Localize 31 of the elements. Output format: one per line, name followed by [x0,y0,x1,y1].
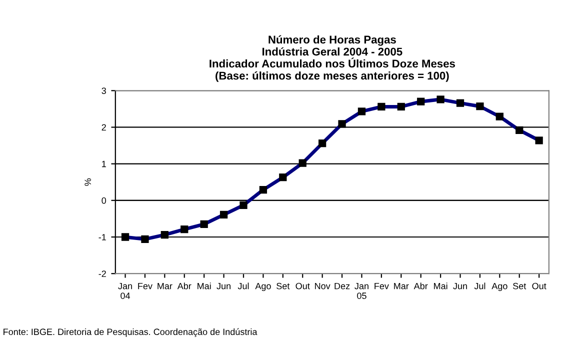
x-tick-label: Jul [238,282,249,290]
y-tick-label: 3 [102,88,106,94]
x-tick-label: Fev [138,282,152,290]
x-tick-label: Out [296,282,310,290]
x-tick-label: Dez [334,282,350,290]
x-tick-label: Fev [374,282,389,290]
y-tick-label: -2 [98,270,106,277]
x-tick-label: Abr [414,282,428,290]
chart-title: Número de Horas Pagas Indústria Geral 2004 - 2005 Indicador Acumulado nos Últimos Doze Meses (Base: últimos doze meses anteriores = 100) [210,35,455,82]
x-tick-label: Ago [255,282,271,292]
x-tick-label: Out [532,282,546,290]
x-tick-label: Mar [394,282,409,290]
x-tick-label: Jun [216,282,230,290]
x-tick-label: Nov [315,282,330,290]
x-tick-label: Jul [474,282,486,290]
x-tick-label: Ago [492,282,508,292]
y-tick-label: -1 [98,234,106,240]
y-tick-label: 1 [102,160,106,168]
x-tick-label: Set [276,282,290,290]
x-tick-label: Mar [158,282,172,290]
x-tick-label: Jan 05 [354,282,368,299]
y-tick-label: 2 [102,124,106,130]
x-tick-label: Mai [434,282,448,290]
y-axis-title: % [84,178,91,186]
x-tick-label: Set [513,282,526,290]
x-tick-label: Abr [177,282,192,290]
y-tick-label: 0 [102,197,106,204]
x-tick-label: Jan 04 [118,282,132,299]
x-tick-label: Mai [198,282,211,290]
x-tick-label: Jun [453,282,467,290]
source-note: Fonte: IBGE. Diretoria de Pesquisas. Coordenação de Indústria [4,328,258,337]
